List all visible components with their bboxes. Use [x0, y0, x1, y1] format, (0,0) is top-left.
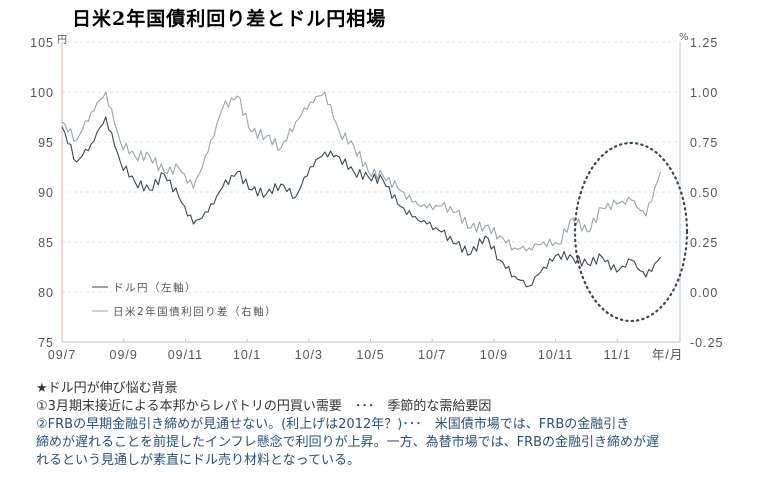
right-tick-label: 1.00 [690, 86, 718, 100]
legend-label: ドル円（左軸） [113, 281, 197, 294]
x-tick-label: 09/9 [110, 348, 138, 362]
x-tick-label: 10/11 [538, 348, 573, 362]
right-tick-label: 0.00 [690, 286, 718, 300]
left-tick-label: 100 [30, 86, 54, 100]
notes-heading: ★ドル円が伸び悩む背景 [36, 381, 178, 396]
x-tick-label: 10/1 [233, 348, 261, 362]
left-tick-label: 105 [30, 36, 54, 50]
x-tick-label: 10/7 [418, 348, 446, 362]
notes-item-2-line-1: ②FRBの早期金融引き締めが見通せない。(利上げは2012年？)･･･ 米国債市… [36, 417, 630, 432]
x-axis: 09/7 09/9 09/11 10/1 10/3 10/5 10/7 10/9 10/11 11… [48, 339, 683, 362]
series-lines [61, 91, 662, 288]
notes-block: ★ドル円が伸び悩む背景 ①3月期末接近による本邦からレパトリの円買い需要 ･･･… [36, 380, 659, 470]
dual-axis-line-chart: 105 100 95 90 85 80 75 円 1.25 1.00 0.75 0.50 0.25 0.… [30, 32, 724, 362]
right-tick-label: 1.25 [690, 36, 718, 50]
notes-item-1: ①3月期末接近による本邦からレパトリの円買い需要 ･･･ 季節的な需給要因 [36, 399, 492, 414]
x-tick-label: 10/9 [480, 348, 508, 362]
yield-spread-line [61, 91, 662, 252]
x-unit-label: 年/月 [652, 348, 683, 362]
left-tick-label: 95 [38, 136, 54, 150]
legend-label: 日米2年国債利回り差（右軸） [113, 305, 277, 318]
x-tick-label: 09/11 [168, 348, 203, 362]
left-tick-label: 80 [38, 286, 54, 300]
x-tick-label: 09/7 [48, 348, 76, 362]
usdjpy-line [61, 116, 661, 288]
x-tick-label: 10/5 [356, 348, 384, 362]
legend: ドル円（左軸） 日米2年国債利回り差（右軸） [92, 281, 277, 318]
left-tick-label: 85 [38, 236, 54, 250]
right-unit-label: % [679, 32, 689, 43]
highlight-ellipse [573, 141, 689, 323]
left-tick-label: 75 [38, 336, 54, 350]
right-axis: 1.25 1.00 0.75 0.50 0.25 0.00 -0.25% [679, 32, 724, 350]
left-axis: 105 100 95 90 85 80 75 円 [30, 35, 67, 350]
x-tick-label: 10/3 [295, 348, 323, 362]
gridlines [62, 41, 680, 293]
x-tick-label: 11/1 [604, 348, 631, 362]
right-tick-label: 0.50 [690, 186, 718, 200]
notes-item-2-line-2: 締めが遅れることを前提したインフレ懸念で利回りが上昇。一方、為替市場では、FRB… [36, 435, 660, 450]
left-unit-label: 円 [57, 35, 67, 46]
right-tick-label: -0.25 [690, 336, 724, 350]
left-tick-label: 90 [38, 186, 54, 200]
chart-title: 日米2年国債利回り差とドル円相場 [72, 8, 387, 30]
notes-item-2-line-3: れるという見通しが素直にドル売り材料となっている。 [36, 453, 360, 468]
right-tick-label: 0.75 [690, 136, 718, 150]
right-tick-label: 0.25 [690, 236, 718, 250]
